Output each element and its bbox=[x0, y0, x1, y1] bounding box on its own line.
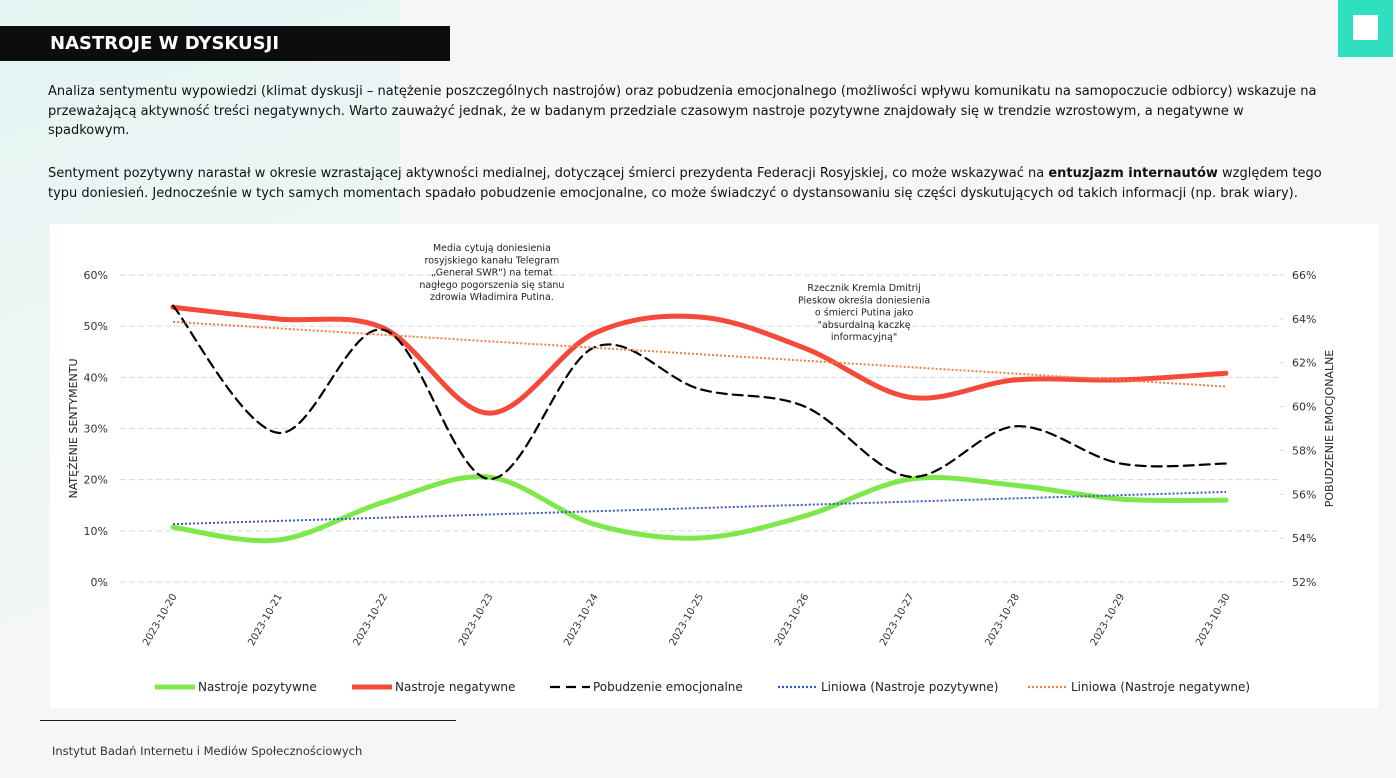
paragraph: Analiza sentymentu wypowiedzi (klimat dy… bbox=[48, 84, 1317, 138]
legend-label: Nastroje pozytywne bbox=[198, 680, 317, 694]
y2-tick-label: 64% bbox=[1292, 313, 1316, 326]
series-line bbox=[170, 304, 1229, 416]
x-tick-label: 2023-10-21 bbox=[246, 592, 285, 648]
annotation: informacyjną" bbox=[831, 332, 897, 343]
annotation: nagłego pogorszenia się stanu bbox=[419, 280, 564, 291]
annotation: Media cytują doniesienia bbox=[433, 243, 551, 254]
x-tick-label: 2023-10-29 bbox=[1089, 592, 1128, 648]
x-tick-label: 2023-10-20 bbox=[141, 592, 180, 648]
header-title: NASTROJE W DYSKUSJI bbox=[0, 26, 450, 61]
x-tick-label: 2023-10-27 bbox=[878, 592, 917, 648]
y-tick-label: 10% bbox=[84, 525, 108, 538]
paragraph: Sentyment pozytywny narastał w okresie w… bbox=[48, 164, 1323, 203]
x-tick-label: 2023-10-26 bbox=[773, 592, 812, 648]
series-line bbox=[170, 474, 1229, 544]
y-axis-label: NATĘŻENIE SENTYMENTU bbox=[67, 358, 80, 498]
chart: 0% 10% 20% 30% 40% 50% 60% 52% 54% 56% 58% 60% 62% 64… bbox=[50, 224, 1378, 708]
y-tick-label: 30% bbox=[84, 423, 108, 436]
y2-tick-label: 62% bbox=[1292, 357, 1316, 370]
legend-label: Nastroje negatywne bbox=[395, 680, 515, 694]
legend-label: Liniowa (Nastroje pozytywne) bbox=[821, 680, 998, 694]
x-tick-label: 2023-10-25 bbox=[668, 592, 707, 648]
legend-label: Pobudzenie emocjonalne bbox=[593, 680, 743, 694]
annotation: Pieskow określa doniesienia bbox=[798, 295, 930, 306]
x-tick-label: 2023-10-30 bbox=[1194, 592, 1233, 648]
text: Sentyment pozytywny narastał w okresie w… bbox=[48, 166, 1049, 181]
divider bbox=[40, 720, 456, 721]
y2-tick-label: 52% bbox=[1292, 576, 1316, 589]
y2-tick-label: 58% bbox=[1292, 444, 1316, 457]
trendline bbox=[172, 490, 1227, 526]
y-tick-label: 50% bbox=[84, 320, 108, 333]
y2-tick-label: 66% bbox=[1292, 269, 1316, 282]
x-tick-label: 2023-10-22 bbox=[352, 592, 391, 648]
y-tick-label: 20% bbox=[84, 474, 108, 487]
x-tick-label: 2023-10-24 bbox=[562, 592, 601, 648]
y2-axis-label: POBUDZENIE EMOCJONALNE bbox=[1323, 350, 1336, 508]
annotation: „Generał SWR") na temat bbox=[431, 268, 553, 279]
y2-tick-label: 60% bbox=[1292, 401, 1316, 414]
annotation: "absurdalną kaczkę bbox=[818, 320, 911, 331]
bold-text: entuzjazm internautów bbox=[1048, 166, 1218, 181]
y2-tick-label: 56% bbox=[1292, 488, 1316, 501]
y-tick-label: 40% bbox=[84, 371, 108, 384]
text: względem tego typu doniesień. Jednocześn… bbox=[48, 166, 1322, 201]
x-tick-label: 2023-10-28 bbox=[983, 592, 1022, 648]
y-tick-label: 60% bbox=[84, 269, 108, 282]
series-line bbox=[171, 304, 1228, 481]
x-tick-label: 2023-10-23 bbox=[457, 592, 496, 648]
annotation: o śmierci Putina jako bbox=[815, 308, 914, 319]
annotation: rosyjskiego kanału Telegram bbox=[425, 255, 560, 266]
legend-label: Liniowa (Nastroje negatywne) bbox=[1071, 680, 1250, 694]
y2-tick-label: 54% bbox=[1292, 532, 1316, 545]
annotation: Rzecznik Kremla Dmitrij bbox=[807, 283, 920, 294]
footer: Instytut Badań Internetu i Mediów Społec… bbox=[52, 744, 363, 758]
annotation: zdrowia Władimira Putina. bbox=[430, 292, 554, 303]
y-tick-label: 0% bbox=[91, 576, 108, 589]
logo bbox=[1338, 0, 1393, 57]
